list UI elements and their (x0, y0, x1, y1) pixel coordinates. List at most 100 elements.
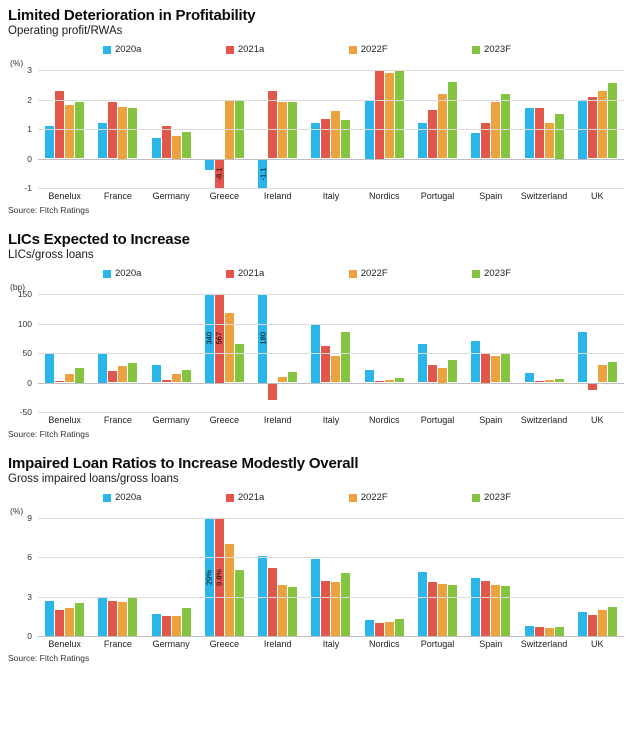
bar-slot (491, 518, 501, 636)
gridline (38, 294, 624, 295)
legend-label: 2020a (115, 44, 142, 55)
legend-item: 2022F (348, 268, 388, 279)
bar (384, 72, 394, 159)
bar-group (91, 70, 144, 188)
legend-item: 2023F (472, 492, 511, 503)
bar (278, 376, 288, 383)
bar-slot (481, 294, 491, 412)
legend-swatch (225, 493, 234, 502)
bar (501, 586, 511, 636)
y-tick-label: 0 (27, 631, 32, 641)
bar-slot (597, 518, 607, 636)
bar-slot (384, 294, 394, 412)
bar-slot (75, 294, 85, 412)
gridline (38, 353, 624, 354)
bar-slot (331, 294, 341, 412)
bar-slot (128, 70, 138, 188)
bar-slot (224, 518, 234, 636)
y-axis-unit: (bp) (10, 282, 26, 292)
legend-item: 2021a (225, 44, 264, 55)
gridline (38, 557, 624, 559)
legend: 2020a 2021a 2022F 2023F (103, 268, 511, 279)
legend-item: 2023F (472, 44, 511, 55)
gridline (38, 382, 624, 384)
x-axis: Benelux France Germany Greece Ireland Italy No… (38, 639, 624, 649)
legend-label: 2020a (115, 492, 142, 503)
bar-slot (311, 518, 321, 636)
bar-slot (278, 294, 288, 412)
legend-swatch (225, 45, 234, 54)
bar (384, 379, 394, 383)
bar (234, 344, 244, 383)
bar (374, 622, 384, 636)
bar-group: 180 (251, 294, 304, 412)
bar-group: -1.1 (251, 70, 304, 188)
bar-slot (394, 294, 404, 412)
bar-slot (384, 518, 394, 636)
bar-slot (161, 70, 171, 188)
bar (577, 332, 587, 383)
bar-slot: -8.1 (215, 70, 224, 188)
bar (258, 294, 268, 383)
bar (554, 626, 564, 636)
bar-slot (108, 518, 118, 636)
bar (171, 136, 181, 159)
bar (161, 126, 171, 159)
bar-group (571, 294, 624, 412)
x-category-label: Germany (152, 191, 190, 201)
bar (45, 126, 55, 159)
bar (427, 582, 437, 636)
bar-group (304, 70, 357, 188)
bar (587, 615, 597, 636)
y-tick-label: 100 (17, 318, 32, 329)
bar-slot (524, 518, 534, 636)
bar-slot (437, 294, 447, 412)
bar (55, 609, 65, 636)
plot: 29% 9.8% (38, 518, 624, 637)
bar-slot (447, 70, 457, 188)
bar-slot (171, 294, 181, 412)
bar-slot (427, 70, 437, 188)
bar (544, 628, 554, 636)
bar (524, 108, 534, 159)
bar (321, 345, 331, 383)
bar-slot (364, 294, 374, 412)
bar (331, 582, 341, 636)
chart-subtitle: Operating profit/RWAs (8, 25, 123, 37)
bar (118, 601, 128, 636)
legend-label: 2021a (237, 492, 265, 503)
bar-slot (384, 70, 394, 188)
y-tick-label: 0 (27, 153, 32, 164)
bar (384, 621, 394, 636)
bar (268, 567, 278, 636)
bar (258, 158, 268, 188)
bar (394, 377, 404, 383)
y-tick-label: 150 (17, 289, 32, 299)
bar (55, 380, 65, 383)
legend: 2020a 2021a 2022F 2023F (103, 492, 511, 503)
bar-slot (108, 294, 118, 412)
bar (471, 341, 481, 383)
y-tick-label: -50 (19, 407, 32, 417)
bar (534, 108, 544, 159)
bar-group (464, 294, 517, 412)
gridline (38, 99, 624, 101)
bar-slot (161, 294, 171, 412)
bar-group (38, 518, 91, 636)
gridline (38, 188, 624, 189)
bar-slot (554, 70, 564, 188)
bar-slot (597, 294, 607, 412)
legend-label: 2023F (484, 492, 511, 503)
bar (481, 580, 491, 636)
legend-item: 2020a (103, 268, 141, 279)
bar (151, 137, 161, 159)
bar (258, 556, 268, 636)
y-tick-label: 50 (22, 348, 32, 358)
bar (331, 355, 341, 383)
bar-slot (577, 294, 587, 412)
bar (171, 373, 181, 383)
bar (417, 344, 427, 383)
bar (554, 378, 564, 383)
bar (128, 363, 138, 383)
bar (524, 625, 534, 636)
